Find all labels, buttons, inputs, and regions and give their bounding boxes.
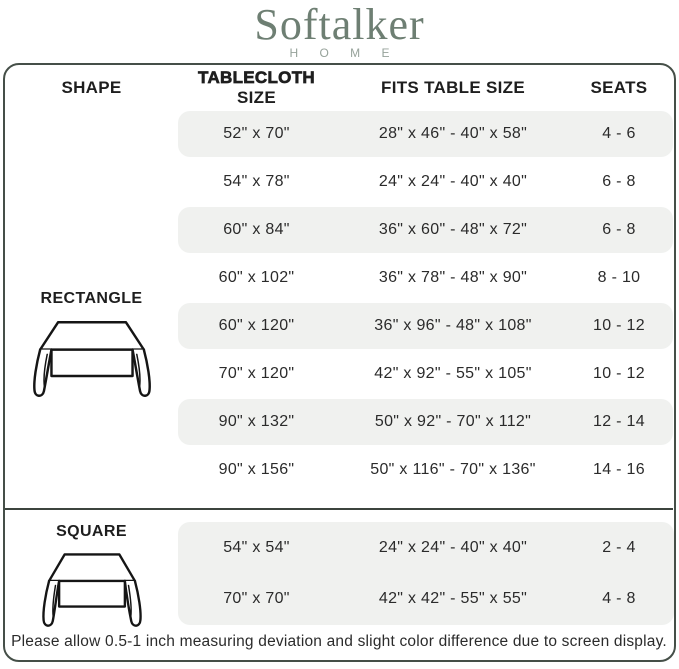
measuring-deviation-note: Please allow 0.5-1 inch measuring deviat… — [11, 633, 667, 650]
cell-seats: 6 - 8 — [602, 173, 636, 190]
header-seats: SEATS — [590, 77, 648, 97]
table-row: 70" x 70" 42" x 42" - 55" x 55" 4 - 8 — [5, 573, 673, 624]
rectangle-tablecloth-icon — [32, 321, 151, 397]
rectangle-label: RECTANGLE — [40, 290, 143, 307]
cell-fits-table-size: 50" x 116" - 70" x 136" — [370, 461, 536, 478]
cell-fits-table-size: 50" x 92" - 70" x 112" — [374, 413, 532, 430]
cell-fits-table-size: 42" x 92" - 55" x 105" — [374, 365, 532, 382]
table-header-row: SHAPE TABLECLOTH SIZE FITS TABLE SIZE SE… — [5, 65, 673, 110]
table-row: 90" x 132" 50" x 92" - 70" x 112" 12 - 14 — [5, 398, 673, 446]
table-row: 60" x 84" 36" x 60" - 48" x 72" 6 - 8 — [5, 206, 673, 254]
square-tablecloth-icon — [41, 553, 142, 627]
cell-tablecloth-size: 90" x 132" — [218, 413, 295, 430]
brand-subtitle: H O M E — [289, 46, 399, 60]
cell-tablecloth-size: 70" x 70" — [223, 589, 290, 607]
cell-tablecloth-size: 54" x 54" — [223, 538, 290, 556]
cell-fits-table-size: 28" x 46" - 40" x 58" — [378, 125, 528, 142]
cell-tablecloth-size: 60" x 102" — [218, 269, 295, 286]
square-shape-cell: SQUARE — [5, 523, 178, 633]
cell-seats: 4 - 8 — [602, 589, 636, 607]
cell-tablecloth-size: 90" x 156" — [218, 461, 295, 478]
table-row: 54" x 78" 24" x 24" - 40" x 40" 6 - 8 — [5, 158, 673, 206]
section-divider — [5, 508, 673, 510]
row-shade — [178, 111, 673, 157]
cell-seats: 4 - 6 — [602, 125, 636, 142]
header-shape: SHAPE — [61, 77, 122, 97]
table-row: 52" x 70" 28" x 46" - 40" x 58" 4 - 6 — [5, 110, 673, 158]
cell-fits-table-size: 36" x 96" - 48" x 108" — [374, 317, 532, 334]
cell-seats: 10 - 12 — [593, 365, 645, 382]
cell-fits-table-size: 24" x 24" - 40" x 40" — [378, 173, 528, 190]
square-rows-shade — [178, 522, 674, 625]
square-label: SQUARE — [56, 523, 127, 540]
row-shade — [178, 303, 673, 349]
cell-seats: 10 - 12 — [593, 317, 645, 334]
table-row: 90" x 156" 50" x 116" - 70" x 136" 14 - 16 — [5, 446, 673, 494]
size-chart-frame: SHAPE TABLECLOTH SIZE FITS TABLE SIZE SE… — [3, 63, 676, 662]
cell-tablecloth-size: 54" x 78" — [223, 173, 290, 190]
cell-fits-table-size: 42" x 42" - 55" x 55" — [378, 589, 528, 607]
cell-tablecloth-size: 52" x 70" — [223, 125, 290, 142]
table-row: 54" x 54" 24" x 24" - 40" x 40" 2 - 4 — [5, 522, 673, 573]
header-tablecloth-rest: SIZE — [237, 87, 276, 107]
rectangle-shape-cell: RECTANGLE — [5, 290, 178, 404]
row-shade — [178, 207, 673, 253]
cell-fits-table-size: 36" x 78" - 48" x 90" — [378, 269, 528, 286]
square-rows: 54" x 54" 24" x 24" - 40" x 40" 2 - 4 70" … — [5, 522, 673, 624]
rectangle-rows: 52" x 70" 28" x 46" - 40" x 58" 4 - 6 54" … — [5, 110, 673, 494]
cell-seats: 6 - 8 — [602, 221, 636, 238]
cell-tablecloth-size: 70" x 120" — [218, 365, 295, 382]
table-row: 60" x 120" 36" x 96" - 48" x 108" 10 - 12 — [5, 302, 673, 350]
header-tablecloth-bold: TABLECLOTH — [198, 67, 315, 87]
cell-fits-table-size: 36" x 60" - 48" x 72" — [378, 221, 528, 238]
cell-fits-table-size: 24" x 24" - 40" x 40" — [378, 538, 528, 556]
cell-seats: 14 - 16 — [593, 461, 645, 478]
brand-logo: Softalker H O M E — [0, 0, 679, 61]
cell-seats: 12 - 14 — [593, 413, 645, 430]
table-row: 70" x 120" 42" x 92" - 55" x 105" 10 - 12 — [5, 350, 673, 398]
header-tablecloth-size: TABLECLOTH SIZE — [178, 67, 335, 108]
cell-tablecloth-size: 60" x 84" — [223, 221, 290, 238]
cell-seats: 2 - 4 — [602, 538, 636, 556]
brand-name: Softalker — [254, 0, 425, 49]
header-fits-table-size: FITS TABLE SIZE — [381, 77, 525, 97]
table-row: 60" x 102" 36" x 78" - 48" x 90" 8 - 10 — [5, 254, 673, 302]
cell-seats: 8 - 10 — [597, 269, 641, 286]
row-shade — [178, 399, 673, 445]
cell-tablecloth-size: 60" x 120" — [218, 317, 295, 334]
